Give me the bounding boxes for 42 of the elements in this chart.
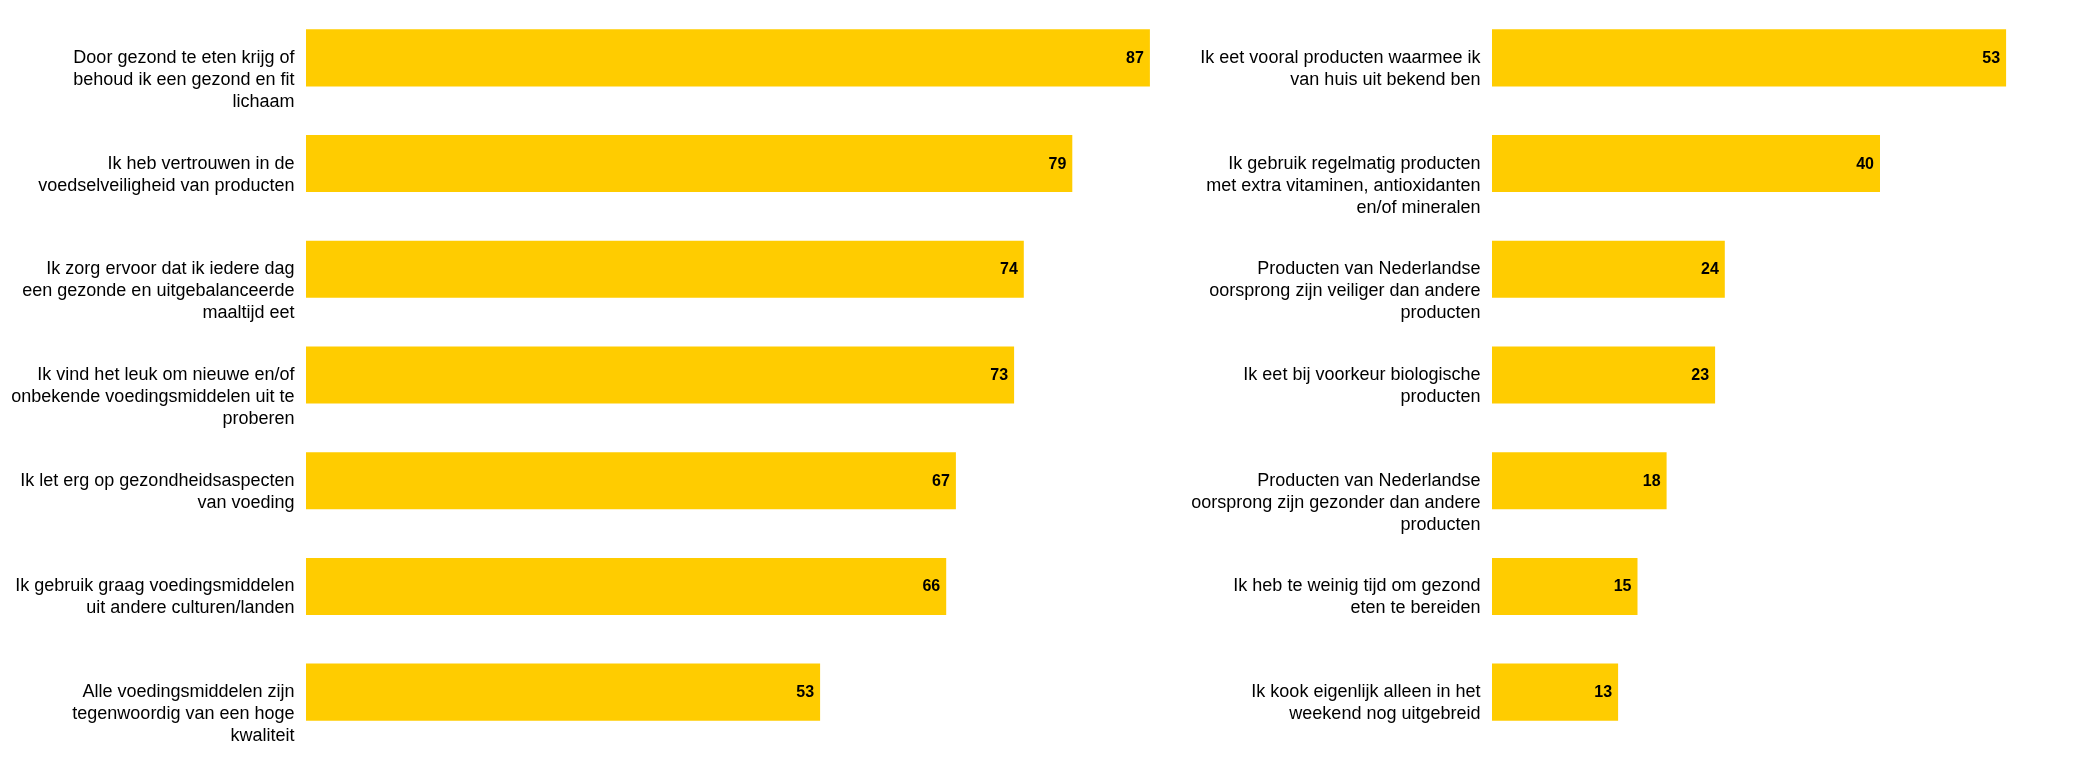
y-tick-label: Ik heb vertrouwen in de voedselveiligheid van producten bbox=[38, 152, 295, 195]
y-tick-label: Ik eet vooral producten waarmee ik van huis uit bekend ben bbox=[1200, 46, 1482, 89]
y-tick-label: Ik eet bij voorkeur biologische producten bbox=[1243, 364, 1481, 406]
bar bbox=[306, 135, 1073, 193]
y-tick-label: Producten van Nederlandse oorsprong zijn gezonder dan andere producten bbox=[1191, 469, 1481, 534]
data-label: 13 bbox=[1594, 683, 1613, 701]
bar bbox=[306, 663, 821, 721]
bar bbox=[1492, 135, 1880, 193]
bar bbox=[1492, 452, 1667, 510]
y-tick-label: Ik kook eigenlijk alleen in het weekend nog uitgebreid bbox=[1251, 681, 1481, 724]
data-label: 53 bbox=[1982, 48, 2001, 66]
data-label: 24 bbox=[1701, 260, 1719, 278]
y-tick-label: Door gezond te eten krijg of behoud ik een gezond en fit lichaam bbox=[73, 46, 296, 111]
bar bbox=[306, 557, 947, 615]
y-tick-label: Ik heb te weinig tijd om gezond eten te bereiden bbox=[1233, 575, 1481, 618]
data-label: 15 bbox=[1613, 577, 1632, 595]
y-tick-label: Producten van Nederlandse oorsprong zijn veiliger dan andere producten bbox=[1209, 258, 1481, 323]
data-label: 53 bbox=[796, 683, 815, 701]
y-tick-label: Ik gebruik regelmatig producten met extra vitaminen, antioxidanten en/of mineralen bbox=[1206, 152, 1481, 217]
y-tick-label: Ik vind het leuk om nieuwe en/of onbekende voedingsmiddelen uit te proberen bbox=[11, 364, 296, 428]
bar bbox=[306, 452, 956, 510]
bar bbox=[1492, 240, 1725, 298]
data-label: 67 bbox=[932, 471, 950, 489]
bar bbox=[1492, 29, 2007, 87]
data-label: 79 bbox=[1048, 154, 1067, 172]
data-label: 73 bbox=[990, 366, 1009, 383]
y-tick-label: Ik zorg ervoor dat ik iedere dag een gezonde en uitgebalanceerde maaltijd eet bbox=[22, 258, 295, 323]
y-tick-label: Ik gebruik graag voedingsmiddelen uit andere culturen/landen bbox=[15, 575, 295, 618]
data-label: 87 bbox=[1126, 48, 1144, 66]
bar bbox=[1492, 346, 1716, 404]
y-tick-label: Ik let erg op gezondheidsaspecten van voeding bbox=[20, 469, 295, 512]
bar bbox=[1492, 663, 1619, 721]
data-label: 66 bbox=[922, 577, 941, 595]
data-label: 23 bbox=[1691, 366, 1710, 383]
bar bbox=[306, 346, 1015, 404]
bar bbox=[1492, 557, 1638, 615]
bar bbox=[306, 240, 1024, 298]
y-tick-label: Alle voedingsmiddelen zijn tegenwoordig van een hoge kwaliteit bbox=[72, 681, 295, 746]
data-label: 40 bbox=[1856, 154, 1875, 172]
bar bbox=[306, 29, 1150, 87]
data-label: 18 bbox=[1642, 471, 1661, 489]
data-label: 74 bbox=[1000, 260, 1018, 278]
